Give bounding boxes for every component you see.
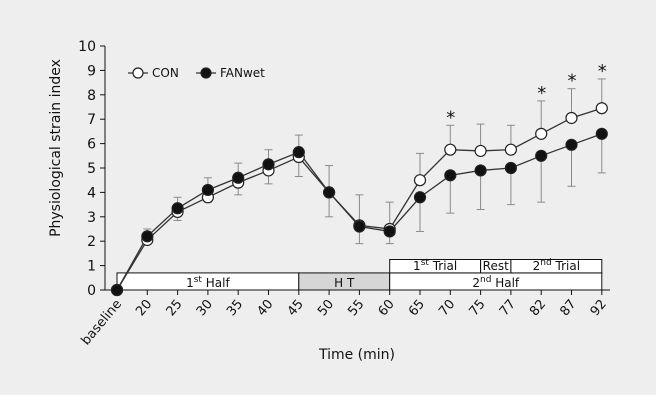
x-tick-label: 60 (376, 297, 398, 319)
data-point-con (504, 143, 517, 156)
data-point-fanwet (141, 230, 154, 243)
x-tick-label: 87 (557, 297, 579, 319)
data-point-con (413, 174, 427, 187)
x-tick-label: 30 (194, 297, 216, 319)
x-axis-title: Time (min) (318, 347, 395, 363)
y-tick-label: 4 (87, 185, 96, 201)
trial-label: 1st Trial (413, 258, 457, 273)
trial-label: Rest (483, 259, 509, 273)
x-tick-label: 92 (588, 297, 610, 319)
data-point-fanwet (444, 169, 457, 182)
significance-asterisk: * (537, 83, 546, 104)
data-point-con (535, 127, 548, 140)
x-tick-label: 70 (436, 297, 458, 319)
trial-box (510, 259, 603, 274)
x-tick-label: 40 (254, 297, 276, 319)
y-tick-label: 6 (87, 137, 96, 153)
data-point-fanwet (383, 225, 396, 238)
x-tick-label: 77 (497, 297, 519, 319)
significance-asterisk: * (598, 61, 607, 82)
data-point-fanwet (292, 146, 305, 159)
data-point-fanwet (110, 283, 124, 297)
data-point-fanwet (535, 149, 548, 162)
significance-asterisk: * (568, 71, 577, 92)
data-point-con (474, 144, 487, 158)
y-tick-label: 5 (87, 161, 96, 177)
data-point-con (444, 143, 457, 156)
y-axis-title: Physiological strain index (48, 59, 64, 237)
data-point-fanwet (474, 164, 487, 177)
y-tick-label: 8 (87, 88, 96, 104)
x-tick-label: baseline (79, 297, 125, 348)
y-tick-label: 3 (87, 210, 96, 226)
x-tick-label: 55 (345, 297, 367, 319)
y-tick-label: 10 (78, 39, 96, 55)
data-point-fanwet (504, 161, 517, 175)
y-tick-label: 9 (87, 63, 96, 79)
data-point-fanwet (353, 220, 366, 233)
y-tick-label: 0 (87, 283, 96, 299)
y-tick-label: 7 (87, 112, 96, 128)
x-tick-label: 25 (164, 297, 186, 319)
phase-label: 1st Half (186, 275, 230, 290)
significance-asterisk: * (446, 107, 455, 128)
data-point-con (565, 111, 578, 125)
data-point-fanwet (171, 202, 184, 215)
x-tick-label: 75 (467, 297, 489, 319)
phase-label: H T (334, 276, 355, 290)
x-tick-label: 35 (224, 297, 246, 319)
data-point-fanwet (232, 171, 245, 184)
legend-label: FANwet (220, 66, 265, 80)
y-tick-label: 1 (87, 259, 96, 275)
x-tick-label: 50 (315, 297, 337, 319)
data-point-fanwet (565, 138, 578, 151)
data-point-con (595, 102, 608, 115)
data-point-fanwet (323, 186, 336, 199)
x-tick-label: 82 (527, 297, 549, 319)
x-tick-label: 45 (285, 297, 307, 319)
legend-marker (132, 67, 144, 79)
data-point-fanwet (595, 127, 608, 140)
legend-label: CON (152, 66, 179, 80)
y-tick-label: 2 (87, 234, 96, 250)
x-tick-label: 65 (406, 297, 428, 319)
data-point-fanwet (201, 183, 214, 197)
legend-marker (200, 67, 212, 79)
data-point-fanwet (413, 191, 427, 204)
data-point-fanwet (262, 158, 275, 171)
x-tick-label: 20 (133, 297, 155, 319)
trial-label: 2nd Trial (533, 258, 580, 273)
phase-label: 2nd Half (472, 275, 520, 290)
